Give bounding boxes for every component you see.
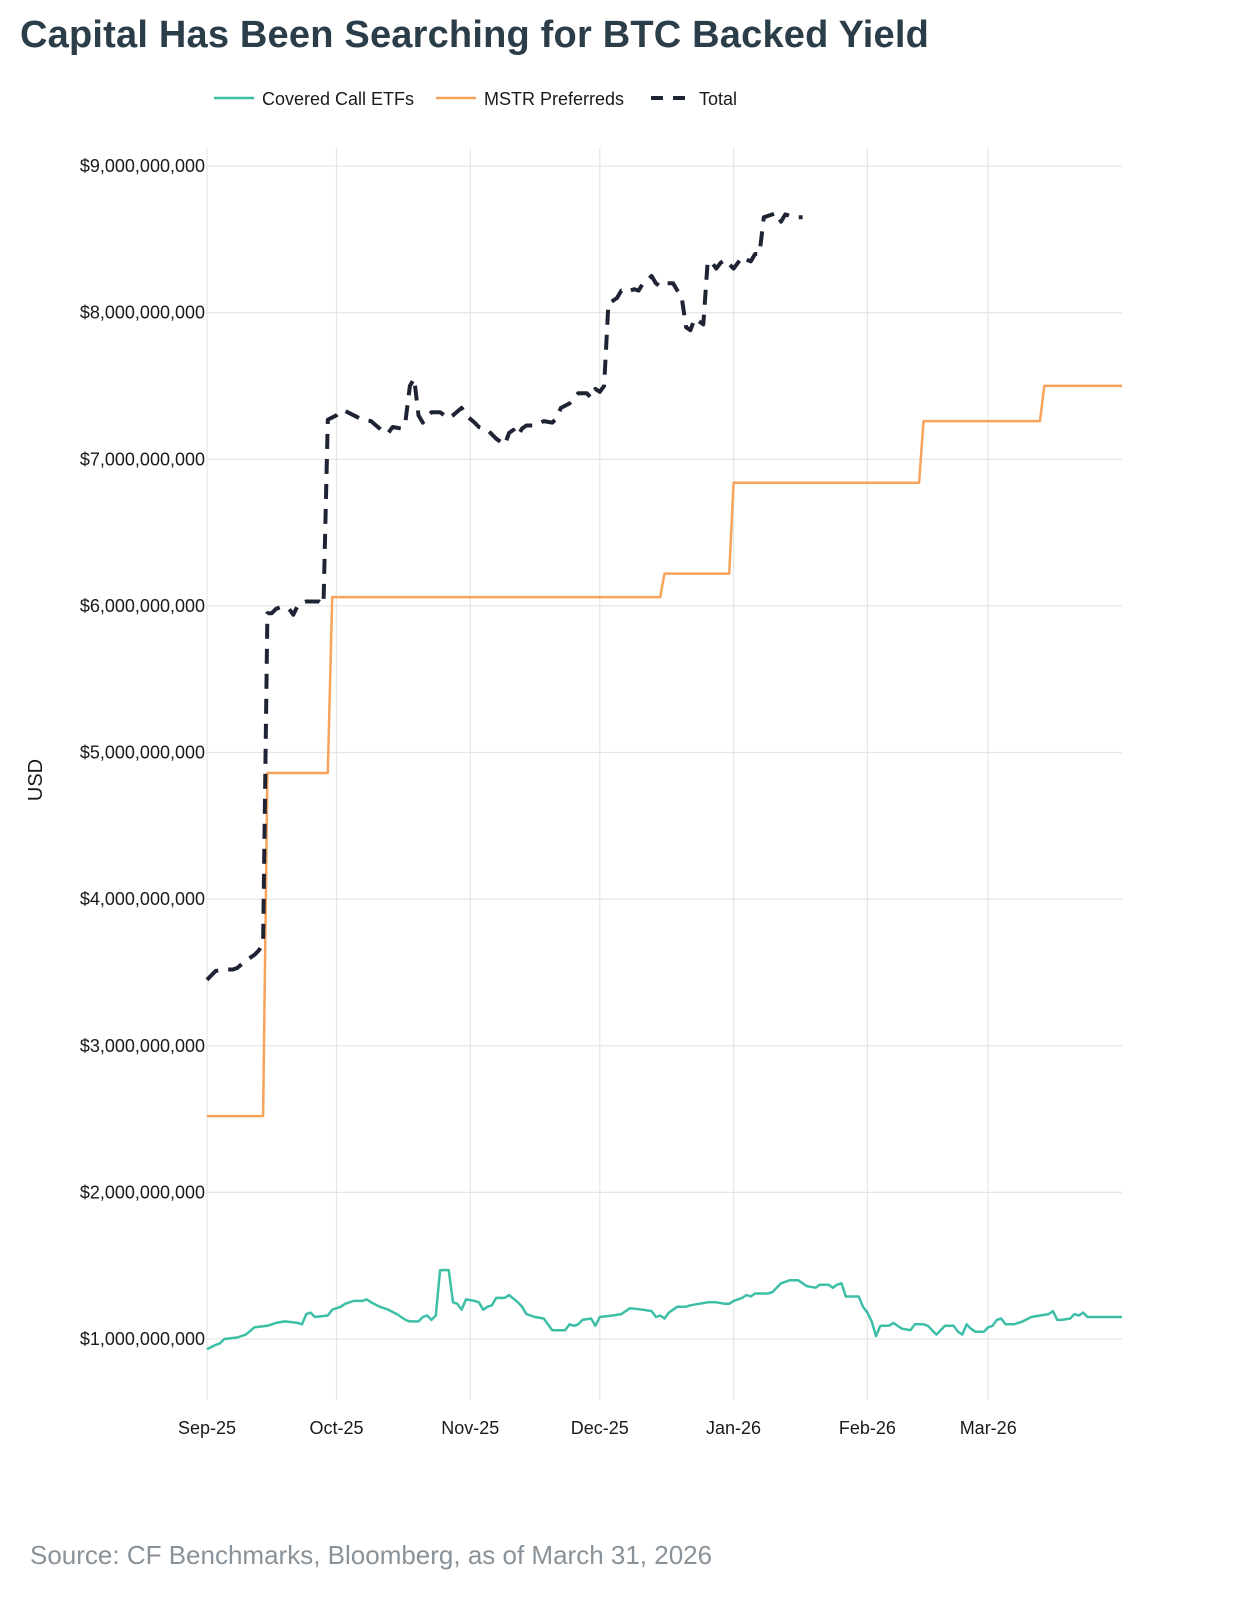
x-tick-label: Mar-26 [960,1418,1017,1438]
y-tick-label: $4,000,000,000 [80,889,205,909]
x-axis: Sep-25 Oct-25 Nov-25 Dec-25 Jan-26 Feb-26 Mar-… [178,1418,1017,1438]
x-tick-label: Nov-25 [441,1418,499,1438]
y-tick-label: $1,000,000,000 [80,1329,205,1349]
y-tick-label: $5,000,000,000 [80,743,205,763]
x-tick-label: Dec-25 [571,1418,629,1438]
line-chart: $1,000,000,000 $2,000,000,000 $3,000,000,0… [25,89,1122,1438]
y-tick-label: $6,000,000,000 [80,596,205,616]
legend-item-covered-call-etfs[interactable]: Covered Call ETFs [214,89,414,109]
x-tick-label: Feb-26 [839,1418,896,1438]
source-note: Source: CF Benchmarks, Bloomberg, as of … [30,1540,713,1570]
series-line-covered-call-etfs [206,1268,1122,1351]
chart-title: Capital Has Been Searching for BTC Backe… [20,14,930,56]
x-tick-label: Sep-25 [178,1418,236,1438]
legend-item-mstr-preferreds[interactable]: MSTR Preferreds [436,89,624,109]
legend-label: MSTR Preferreds [484,89,624,109]
series-line-total [205,210,803,982]
legend-item-total[interactable]: Total [651,89,737,109]
y-tick-label: $3,000,000,000 [80,1036,205,1056]
grid-lines [206,148,1122,1400]
legend-label: Total [699,89,737,109]
legend-label: Covered Call ETFs [262,89,414,109]
y-tick-label: $9,000,000,000 [80,156,205,176]
y-axis-label: USD [25,759,47,801]
series-lines [205,210,1122,1351]
series-line-mstr-preferreds [207,384,1122,1118]
x-tick-label: Jan-26 [706,1418,761,1438]
y-axis: $1,000,000,000 $2,000,000,000 $3,000,000,0… [80,156,205,1349]
y-tick-label: $8,000,000,000 [80,303,205,323]
y-tick-label: $2,000,000,000 [80,1182,205,1202]
y-tick-label: $7,000,000,000 [80,449,205,469]
x-tick-label: Oct-25 [309,1418,363,1438]
legend: Covered Call ETFs MSTR Preferreds Total [214,89,737,109]
